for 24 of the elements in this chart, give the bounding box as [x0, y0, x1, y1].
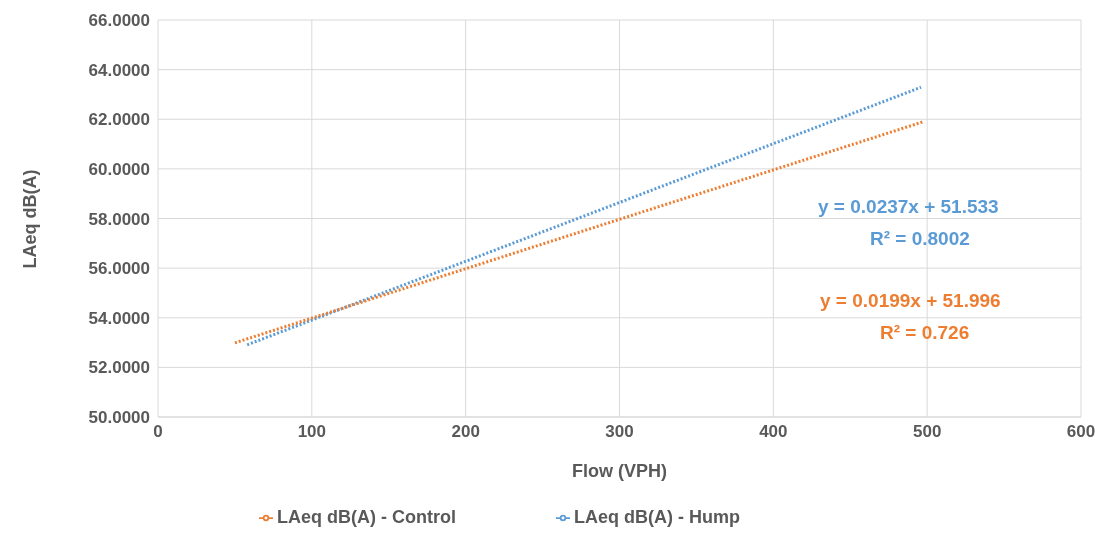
- y-tick-label: 58.0000: [88, 209, 150, 229]
- y-tick-label: 56.0000: [88, 259, 150, 279]
- x-tick-label: 100: [297, 422, 327, 442]
- x-tick-label: 500: [912, 422, 942, 442]
- y-tick-label: 66.0000: [88, 11, 150, 31]
- annotation: y = 0.0199x + 51.996: [820, 290, 1001, 312]
- y-axis-title: LAeq dB(A): [20, 169, 41, 269]
- legend-label: LAeq dB(A) - Hump: [573, 507, 740, 527]
- x-tick-label: 200: [451, 422, 480, 442]
- y-tick-label: 64.0000: [88, 60, 150, 80]
- annotation: R² = 0.8002: [870, 228, 970, 250]
- x-tick-label: 400: [759, 422, 788, 442]
- y-tick-label: 62.0000: [88, 110, 150, 130]
- x-tick-label: 0: [153, 422, 163, 442]
- y-tick-label: 50.0000: [88, 408, 150, 428]
- x-tick-label: 300: [605, 422, 634, 442]
- x-tick-label: 600: [1066, 422, 1095, 442]
- annotation: R² = 0.726: [880, 322, 970, 344]
- annotation: y = 0.0237x + 51.533: [818, 196, 999, 218]
- y-tick-label: 60.0000: [88, 159, 150, 179]
- legend-label: LAeq dB(A) - Control: [277, 507, 456, 527]
- x-axis-title: Flow (VPH): [572, 461, 667, 481]
- y-tick-label: 54.0000: [88, 308, 150, 328]
- y-tick-label: 52.0000: [88, 358, 150, 378]
